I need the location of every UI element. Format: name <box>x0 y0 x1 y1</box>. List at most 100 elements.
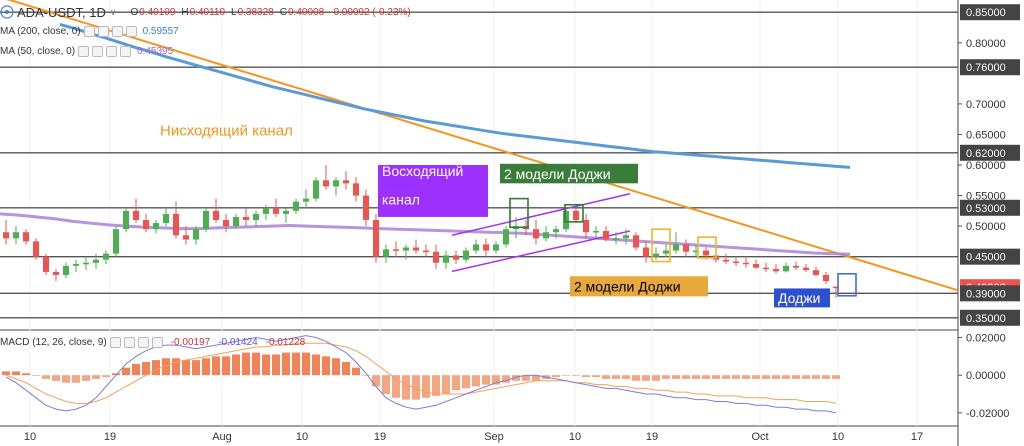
macd-line-value: -0.01424 <box>218 337 258 348</box>
doji-box <box>564 203 584 223</box>
macd-histogram-bar <box>682 375 690 379</box>
price-axis-label: 0.70000 <box>966 99 1006 111</box>
macd-histogram-bar <box>492 375 500 385</box>
doji-bottom-label-bg <box>570 276 708 297</box>
candle <box>753 259 759 269</box>
macd-histogram-bar <box>642 375 650 381</box>
macd-axis-label: -0.02000 <box>966 408 1009 420</box>
candle <box>823 271 829 285</box>
candle-body <box>553 229 559 233</box>
candle-body <box>3 232 9 239</box>
candle <box>233 213 239 230</box>
level-price-tag <box>960 144 1020 161</box>
candle-body <box>343 180 349 184</box>
close-icon[interactable] <box>111 26 123 37</box>
candle-body <box>313 180 319 199</box>
time-axis-label: 10 <box>296 431 308 443</box>
macd-histogram-bar <box>232 354 240 376</box>
eye-icon[interactable] <box>109 337 121 348</box>
candle-body <box>23 232 29 242</box>
macd-histogram-value: -0.00197 <box>170 337 211 348</box>
candle <box>363 189 369 227</box>
close-icon[interactable] <box>137 337 149 348</box>
macd-legend[interactable]: MACD (12, 26, close, 9) -0.00197 -0.0142… <box>0 337 305 348</box>
settings-icon[interactable] <box>92 46 104 57</box>
symbol-collapse-chevron-icon[interactable]: ∨ <box>109 6 117 17</box>
candle-body <box>633 235 639 248</box>
macd-histogram-bar <box>562 375 570 376</box>
time-axis-label: 19 <box>646 431 658 443</box>
macd-histogram-bar <box>172 358 180 376</box>
candle-body <box>573 210 579 220</box>
ma50-label[interactable]: MA (50, close, 0) <box>0 46 76 57</box>
candle <box>413 239 419 254</box>
candle <box>543 226 549 242</box>
candle-body <box>813 270 819 275</box>
time-axis-label: 19 <box>374 431 386 443</box>
macd-histogram-bar <box>702 375 710 379</box>
macd-histogram-bar <box>222 356 230 376</box>
candle-body <box>263 207 269 214</box>
macd-histogram-bar <box>292 352 300 376</box>
macd-histogram-bar <box>272 354 280 376</box>
macd-histogram-bar <box>532 375 540 381</box>
settings-icon[interactable] <box>123 337 135 348</box>
macd-histogram-bar <box>282 352 290 376</box>
ma200-label[interactable]: MA (200, close, 0) <box>0 26 81 37</box>
candle <box>683 239 689 257</box>
macd-histogram-bar <box>772 375 780 379</box>
candle-body <box>603 231 609 240</box>
macd-histogram-bar <box>182 360 190 376</box>
macd-signal-value: -0.01228 <box>265 337 306 348</box>
settings-icon[interactable] <box>97 26 109 37</box>
price-axis-label: 0.50000 <box>966 221 1006 233</box>
candle <box>43 253 49 275</box>
eye-icon[interactable] <box>83 26 95 37</box>
doji-box <box>651 228 671 263</box>
candle <box>353 177 359 202</box>
macd-histogram-bar <box>12 371 20 376</box>
candle-body <box>503 229 509 245</box>
macd-histogram-bar <box>62 375 70 383</box>
candle <box>553 226 559 239</box>
candle <box>783 262 789 273</box>
macd-histogram-bar <box>672 375 680 379</box>
macd-histogram-bar <box>72 375 80 383</box>
candle-body <box>273 207 279 214</box>
more-icon[interactable] <box>120 46 132 57</box>
doji-box <box>837 272 857 297</box>
candle <box>583 213 589 239</box>
symbol-interval[interactable]: ADA-USDT, 1D <box>17 4 106 20</box>
ma200-legend[interactable]: MA (200, close, 0) 0.59557 <box>0 26 179 37</box>
candle-body <box>403 247 409 251</box>
candle <box>23 229 29 245</box>
close-icon[interactable] <box>106 46 118 57</box>
candle-body <box>433 251 439 263</box>
macd-label[interactable]: MACD (12, 26, close, 9) <box>0 337 107 348</box>
macd-histogram-bar <box>412 375 420 400</box>
candle-body <box>333 180 339 187</box>
more-icon[interactable] <box>151 337 163 348</box>
symbol-legend[interactable]: ADA-USDT, 1D ∨ O 0.40109 H 0.40110 L 0.3832… <box>0 2 411 22</box>
eye-icon[interactable] <box>78 46 90 57</box>
macd-histogram-bar <box>372 375 380 387</box>
more-icon[interactable] <box>125 26 137 37</box>
candle <box>833 286 839 298</box>
macd-histogram-bar <box>482 375 490 385</box>
macd-histogram-bar <box>622 375 630 379</box>
macd-histogram-bar <box>762 375 770 379</box>
candle-body <box>143 220 149 230</box>
time-axis-label: 10 <box>569 431 581 443</box>
macd-histogram-bar <box>792 375 800 379</box>
macd-histogram-bar <box>752 375 760 379</box>
level-price-tag <box>960 4 1020 21</box>
macd-histogram-bar <box>612 375 620 379</box>
ma50-legend[interactable]: MA (50, close, 0) 0.45395 <box>0 46 173 57</box>
ascending-channel-label: канал <box>382 192 420 208</box>
macd-signal-line <box>5 342 837 404</box>
candle-body <box>233 216 239 227</box>
candle <box>613 232 619 245</box>
macd-histogram-bar <box>662 375 670 379</box>
candle-body <box>753 264 759 268</box>
